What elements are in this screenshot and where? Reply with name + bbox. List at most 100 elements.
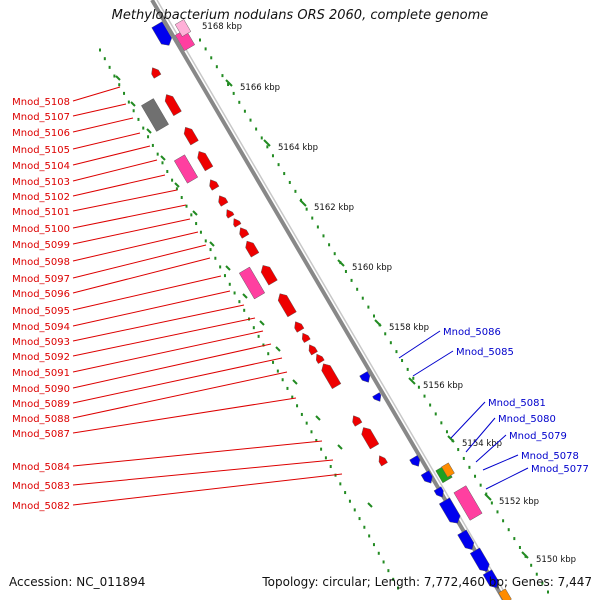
inner-ruler-tick <box>242 293 248 299</box>
rna-gene-block-pale <box>174 19 192 37</box>
forward-gene-block <box>420 470 433 484</box>
reverse-gene-leader-line <box>72 371 288 419</box>
map-title: Methylobacterium nodulans ORS 2060, comp… <box>111 8 489 23</box>
forward-gene-block-shape <box>409 455 421 467</box>
ruler-tick-label: 5156 kbp <box>423 381 463 391</box>
outer-ruler-dot <box>440 421 443 425</box>
outer-ruler-dot <box>502 519 505 523</box>
inner-ruler-dot <box>185 204 188 208</box>
reverse-gene-label: Mnod_5098 <box>12 257 70 268</box>
outer-ruler-dot <box>204 47 207 51</box>
reverse-gene-block-shape <box>209 179 220 191</box>
inner-ruler-dot <box>204 239 207 243</box>
outer-ruler-dot <box>412 376 415 380</box>
inner-ruler-dot <box>214 256 217 260</box>
forward-gene-block-shape <box>482 569 499 589</box>
forward-gene-leader-line <box>412 350 454 377</box>
inner-ruler-dot <box>171 178 174 182</box>
ruler-tick-label: 5154 kbp <box>462 439 502 449</box>
outer-ruler-tick <box>225 79 233 87</box>
inner-ruler-dot <box>344 491 347 495</box>
outer-ruler-dot <box>445 430 448 434</box>
rna-gene-block-shape <box>173 154 199 184</box>
outer-ruler-dot <box>406 367 409 371</box>
forward-gene-label: Mnod_5079 <box>509 431 567 442</box>
reverse-gene-block <box>183 126 199 146</box>
outer-ruler-dot <box>518 545 521 549</box>
outer-ruler-dot <box>367 305 370 309</box>
outer-ruler-dot <box>294 189 297 193</box>
reverse-gene-label: Mnod_5105 <box>12 145 70 156</box>
reverse-gene-label: Mnod_5092 <box>12 352 70 363</box>
reverse-gene-label: Mnod_5091 <box>12 368 70 379</box>
reverse-gene-leader-line <box>72 159 158 182</box>
reverse-gene-block-shape <box>316 353 325 364</box>
inner-ruler-dot <box>199 230 202 234</box>
inner-ruler-dot <box>219 265 222 269</box>
forward-gene-block <box>433 486 444 498</box>
inner-ruler-dot <box>291 395 294 399</box>
inner-ruler-dot <box>113 74 116 78</box>
inner-ruler-tick <box>367 502 373 508</box>
outer-ruler-dot <box>434 412 437 416</box>
inner-ruler-dot <box>368 534 371 538</box>
rna-gene-block-shape <box>453 485 483 521</box>
reverse-gene-block-shape <box>183 126 199 146</box>
inner-ruler-dot <box>387 569 390 573</box>
inner-ruler-tick <box>115 75 121 81</box>
reverse-gene-block <box>294 321 305 333</box>
ruler-tick-label: 5166 kbp <box>240 83 280 93</box>
outer-ruler-dot <box>322 234 325 238</box>
forward-gene-block <box>359 371 371 383</box>
inner-ruler-dot <box>132 109 135 113</box>
forward-gene-label: Mnod_5081 <box>488 398 546 409</box>
reverse-gene-block-shape <box>294 321 305 333</box>
inner-ruler-dot <box>305 421 308 425</box>
reverse-gene-leader-line <box>72 218 191 245</box>
outer-ruler-dot <box>457 448 460 452</box>
inner-ruler-dot <box>339 482 342 486</box>
reverse-gene-leader-line <box>72 317 256 357</box>
ruler-tick-label: 5162 kbp <box>314 203 354 213</box>
inner-ruler-dot <box>377 551 380 555</box>
forward-gene-block-shape <box>359 371 371 383</box>
outer-ruler-dot <box>232 91 235 95</box>
outer-ruler-dot <box>373 314 375 318</box>
pseudo-gene-block <box>141 98 169 132</box>
inner-ruler-dot <box>108 65 111 69</box>
inner-ruler-tick <box>130 101 136 107</box>
forward-gene-block <box>457 529 475 550</box>
forward-gene-block <box>151 21 172 46</box>
outer-ruler-dot <box>389 341 392 345</box>
inner-ruler-dot <box>123 91 126 95</box>
outer-ruler-dot <box>333 252 336 256</box>
genome-summary-text: Topology: circular; Length: 7,772,460 bp… <box>262 575 592 589</box>
outer-ruler-dot <box>468 465 471 469</box>
outer-ruler-dot <box>530 563 533 567</box>
reverse-gene-label: Mnod_5094 <box>12 322 70 333</box>
inner-ruler-dot <box>372 543 375 547</box>
inner-ruler-dot <box>238 300 241 304</box>
reverse-gene-block-shape <box>233 218 242 228</box>
inner-ruler-tick <box>337 444 343 450</box>
rna-gene-block <box>173 154 199 184</box>
forward-gene-block-shape <box>469 547 490 572</box>
inner-ruler-dot <box>103 57 106 61</box>
forward-gene-label: Mnod_5078 <box>521 451 579 462</box>
reverse-gene-block-shape <box>352 415 363 427</box>
reverse-gene-leader-line <box>72 343 272 389</box>
outer-ruler-tick <box>337 259 345 267</box>
misc-feature-block-shape <box>441 462 455 478</box>
outer-ruler-tick <box>447 435 455 443</box>
inner-ruler-dot <box>262 343 265 347</box>
reverse-gene-label: Mnod_5101 <box>12 207 70 218</box>
inner-ruler-dot <box>382 560 385 564</box>
reverse-gene-leader-line <box>72 304 245 342</box>
reverse-gene-block <box>316 353 325 364</box>
forward-gene-block-shape <box>151 21 172 46</box>
outer-ruler-dot <box>283 172 286 176</box>
inner-ruler-dot <box>190 213 193 217</box>
outer-ruler-dot <box>361 296 364 300</box>
forward-gene-block-shape <box>433 486 444 498</box>
